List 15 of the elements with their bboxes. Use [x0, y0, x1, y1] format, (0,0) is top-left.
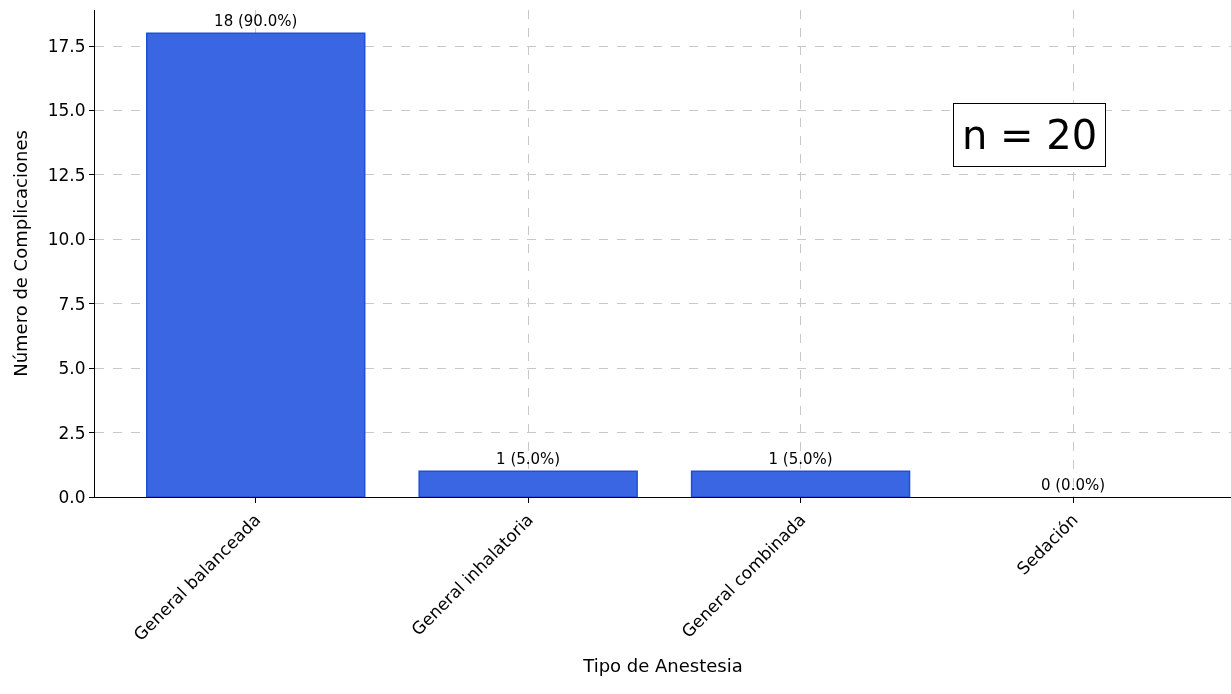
- y-tick-label: 0.0: [58, 486, 86, 507]
- y-axis-title: Número de Complicaciones: [9, 130, 31, 377]
- data-label: 18 (90.0%): [214, 12, 298, 31]
- y-tick-label: 10.0: [47, 229, 86, 250]
- y-tick-label: 5.0: [58, 358, 86, 379]
- y-tick-label: 2.5: [58, 422, 86, 443]
- y-tick-label: 15.0: [47, 100, 86, 121]
- y-tick-label: 12.5: [47, 164, 86, 185]
- x-axis-title: Tipo de Anestesia: [582, 654, 743, 676]
- data-label: 0 (0.0%): [1040, 476, 1106, 494]
- data-label: 1 (5.0%): [496, 450, 561, 469]
- y-tick-label: 7.5: [58, 293, 86, 314]
- annotation: n = 20: [962, 112, 1098, 158]
- data-label: 1 (5.0%): [768, 450, 833, 469]
- y-tick-label: 17.5: [47, 36, 86, 57]
